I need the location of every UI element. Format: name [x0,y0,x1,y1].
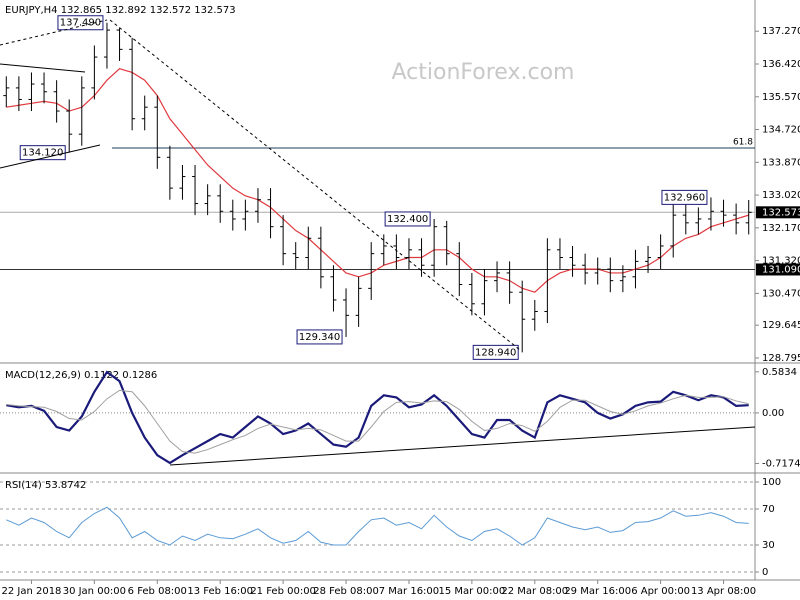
last-price-label: 132.573 [762,207,800,218]
fib-label: 61.8 [733,138,753,148]
y-tick-label: 70 [762,504,775,515]
moving-average [6,67,749,293]
y-tick-label: -0.7174 [762,458,800,469]
pane-title: EURJPY,H4 132.865 132.892 132.572 132.57… [5,5,236,16]
x-tick-label: 15 Mar 00:00 [438,586,505,597]
annotation-box [296,329,343,345]
x-tick-label: 13 Apr 08:00 [691,586,756,597]
annotation-box [661,189,708,205]
price-tag [756,263,800,276]
trendline [109,19,521,351]
indicator-line [6,370,749,465]
watermark: ActionForex.com [392,60,575,85]
y-tick-label: 136.420 [762,59,800,70]
y-tick-label: 133.870 [762,157,800,168]
x-tick-label: 30 Jan 00:00 [63,586,126,597]
annotation-box [384,211,431,227]
x-tick-label: 13 Feb 16:00 [187,586,253,597]
indicator-line [6,506,749,546]
indicator-line [6,389,749,454]
y-tick-label: 132.170 [762,223,800,234]
annotation-label: 132.400 [387,214,428,225]
y-tick-label: 100 [762,477,781,488]
y-tick-label: 128.795 [762,353,800,364]
annotation-label: 128.940 [475,347,516,358]
y-tick-label: 130.470 [762,288,800,299]
annotation-box [472,344,519,360]
trendlines [0,19,756,466]
y-tick-label: 30 [762,540,775,551]
y-tick-label: 137.270 [762,26,800,37]
y-tick-label: 135.570 [762,92,800,103]
annotation-label: 134.120 [22,148,63,159]
support-label: 131.090 [762,264,800,275]
pane-title: MACD(12,26,9) 0.1122 0.1286 [5,370,157,381]
trendline [0,19,108,46]
annotation-label: 129.340 [299,332,340,343]
annotation-label: 132.960 [664,192,705,203]
y-tick-label: 131.320 [762,256,800,267]
y-tick-label: 134.720 [762,125,800,136]
x-tick-label: 22 Jan 2018 [1,586,61,597]
price-tag [756,206,800,219]
pane-title: RSI(14) 53.8742 [5,480,86,491]
x-tick-label: 28 Feb 08:00 [313,586,379,597]
x-tick-label: 6 Feb 08:00 [128,586,187,597]
x-tick-label: 21 Feb 00:00 [250,586,316,597]
trendline [0,63,86,73]
annotation-box [57,15,104,31]
y-tick-label: 0.00 [762,408,784,419]
y-tick-label: 129.645 [762,320,800,331]
y-tick-label: 0.5834 [762,367,797,378]
x-tick-label: 7 Mar 16:00 [379,586,439,597]
x-tick-label: 29 Mar 16:00 [564,586,631,597]
y-tick-label: 133.020 [762,190,800,201]
x-tick-label: 22 Mar 08:00 [501,586,568,597]
trendline [0,144,101,169]
annotation-label: 137.490 [60,18,101,29]
x-tick-label: 6 Apr 00:00 [631,586,690,597]
y-tick-label: 0 [762,567,768,578]
trendline [169,426,756,466]
